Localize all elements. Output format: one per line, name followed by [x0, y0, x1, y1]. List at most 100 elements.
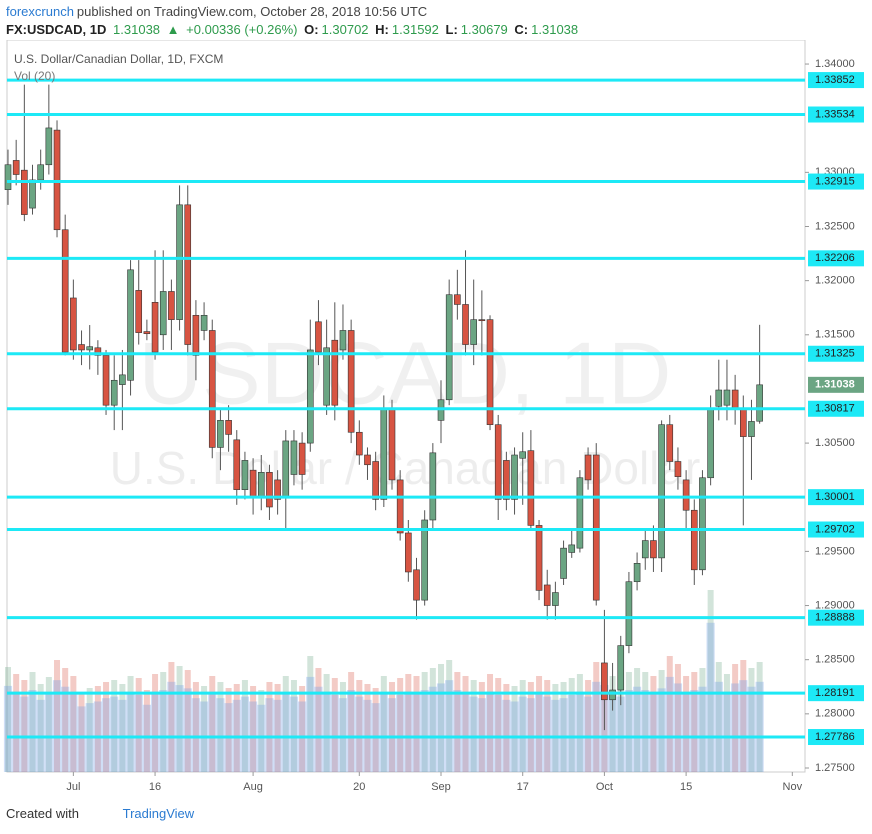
volume-bar [372, 688, 379, 772]
volume-fill [355, 696, 364, 772]
level-label: 1.32915 [815, 175, 855, 187]
candle-body [331, 339, 339, 406]
volume-fill [518, 696, 527, 772]
volume-fill [69, 693, 78, 772]
volume-bar [86, 688, 93, 772]
volume-bar [560, 682, 567, 772]
volume-bar [446, 660, 453, 772]
candle-body [699, 477, 706, 571]
volume-fill [20, 696, 29, 772]
x-tick-label: Nov [783, 781, 803, 793]
change: +0.00336 (+0.26%) [186, 22, 298, 37]
y-tick-label: 1.29500 [815, 545, 855, 557]
candle-body [486, 319, 494, 425]
candle-body [4, 164, 12, 190]
candle-body [690, 509, 698, 571]
candle-body [413, 569, 420, 601]
candle-body [748, 421, 755, 437]
volume-bar [250, 686, 257, 772]
candle-body [29, 179, 36, 209]
volume-fill [208, 693, 217, 772]
x-tick-label: 20 [353, 781, 365, 793]
volume-bar [258, 690, 265, 772]
volume-bar [609, 676, 616, 772]
arrow: ▲ [166, 22, 180, 37]
volume-fill [126, 693, 135, 772]
volume-bar [364, 684, 371, 772]
volume-fill [706, 622, 715, 772]
level-label-bg [808, 685, 864, 702]
volume-bar [519, 680, 526, 772]
volume-bar [527, 682, 534, 772]
volume-fill [306, 676, 315, 772]
volume-fill [216, 698, 225, 772]
candle-body [143, 331, 151, 335]
publisher[interactable]: forexcrunch [6, 4, 74, 19]
volume-fill [698, 686, 707, 772]
volume-bar [233, 684, 240, 772]
x-tick-label: Jul [66, 781, 80, 793]
volume-fill [461, 693, 470, 772]
volume-bar [683, 676, 690, 772]
candle-body [184, 204, 192, 345]
o-value: 1.30702 [321, 22, 369, 37]
volume-fill [641, 690, 650, 772]
level-label-bg [808, 173, 864, 190]
tradingview-link[interactable]: TradingView [122, 806, 195, 821]
volume-bar [568, 678, 575, 772]
volume-bar [241, 680, 248, 772]
volume-fill [657, 688, 666, 772]
volume-fill [379, 693, 388, 772]
level-label-bg [808, 400, 864, 417]
candle-body [511, 454, 518, 500]
indicator-label: Vol (20) [14, 69, 55, 83]
candle-body [658, 424, 665, 559]
volume-fill [167, 681, 176, 772]
symbol: FX:USDCAD, 1D [6, 22, 107, 37]
volume-fill [159, 690, 168, 772]
volume-bar [282, 676, 289, 772]
volume-bar [699, 668, 706, 772]
candle-body [21, 169, 28, 215]
volume-fill [485, 691, 495, 772]
volume-bar [666, 656, 673, 772]
volume-bar [576, 674, 583, 772]
volume-bar [617, 680, 624, 772]
y-tick-label: 1.29000 [815, 599, 855, 611]
volume-bar [217, 682, 224, 772]
volume-fill [191, 698, 200, 772]
candle-body [666, 424, 674, 462]
volume-fill [632, 686, 642, 772]
candle-body [110, 379, 118, 406]
candle-body [429, 452, 437, 521]
plot-border [6, 40, 806, 773]
volume-bar [429, 668, 436, 772]
volume-bar [438, 664, 445, 772]
volume-bar [642, 672, 649, 772]
volume-bar [756, 662, 763, 772]
volume-fill [469, 696, 478, 772]
candle-body [462, 304, 469, 345]
candle-body [290, 440, 298, 475]
volume-bar [209, 676, 216, 772]
candle-body [249, 469, 257, 498]
y-tick-label: 1.32500 [815, 220, 855, 232]
candle-body [347, 330, 355, 433]
candle-body [70, 297, 77, 351]
volume-fill [183, 688, 192, 772]
candle-body [298, 442, 306, 475]
volume-bar [658, 670, 665, 772]
volume-bar [315, 668, 322, 772]
volume-bar [331, 678, 338, 772]
volume-bar [274, 684, 281, 772]
volume-fill [322, 691, 331, 772]
candle-body [192, 314, 200, 356]
volume-fill [387, 698, 397, 772]
candle-body [584, 454, 592, 481]
volume-bar [732, 664, 739, 772]
volume-fill [52, 680, 62, 772]
candle-body [625, 581, 633, 646]
candle-body [86, 346, 93, 351]
volume-fill [559, 698, 568, 772]
volume-fill [616, 696, 625, 772]
